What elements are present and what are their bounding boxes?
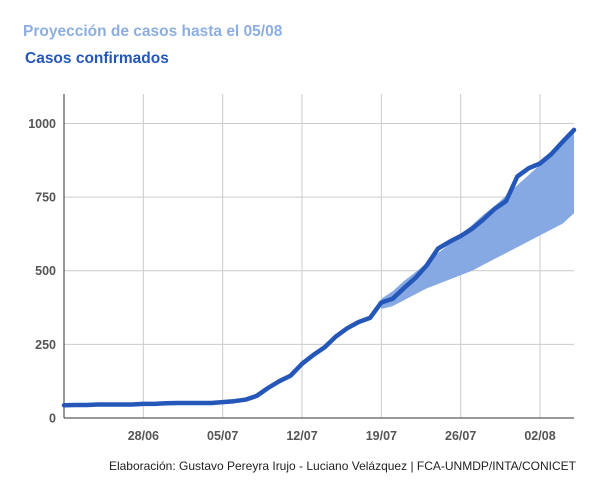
- series-line-casos: [61, 127, 577, 408]
- y-tick-label: 500: [35, 264, 56, 278]
- chart-footer: Elaboración: Gustavo Pereyra Irujo - Luc…: [108, 459, 576, 473]
- y-tick-label: 0: [49, 412, 56, 426]
- line-layer: [61, 127, 577, 408]
- chart-title: Proyección de casos hasta el 05/08: [23, 23, 283, 40]
- chart-subtitle: Casos confirmados: [25, 50, 169, 67]
- y-tick-label: 1000: [28, 117, 56, 131]
- x-tick-label: 02/08: [524, 429, 555, 443]
- x-tick-label: 28/06: [128, 429, 159, 443]
- axis-layer: [63, 94, 574, 419]
- x-tick-label: 12/07: [286, 429, 317, 443]
- x-tick-label: 05/07: [207, 429, 238, 443]
- x-tick-label: 19/07: [366, 429, 397, 443]
- y-tick-label: 250: [35, 338, 56, 352]
- y-tick-label: 750: [35, 191, 56, 205]
- x-tick-label: 26/07: [445, 429, 476, 443]
- label-layer: 0 250 500 750 1000 28/06 05/07 12/07 19/07 26/07 0…: [28, 117, 556, 443]
